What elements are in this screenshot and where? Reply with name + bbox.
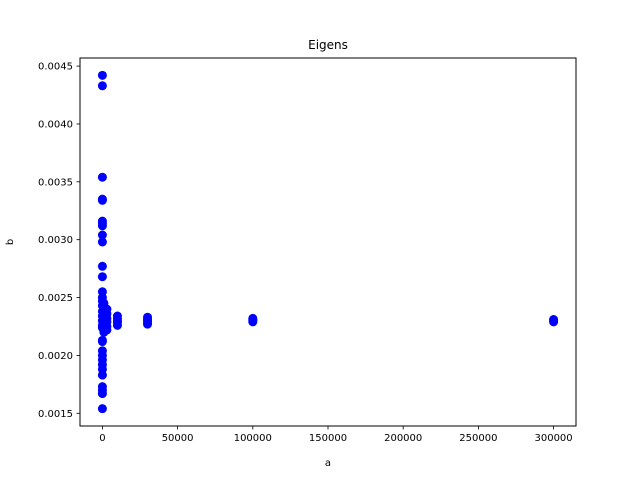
- data-point: [112, 320, 122, 330]
- x-axis-label: a: [325, 458, 331, 469]
- x-tick-label: 200000: [384, 433, 422, 444]
- y-axis-ticks: 0.0015 0.0020 0.0025 0.0030 0.0035 0.0040 0.00…: [38, 62, 80, 420]
- chart-title: Eigens: [308, 38, 348, 52]
- data-point: [97, 230, 107, 240]
- x-axis-ticks: 0 50000 100000 150000 200000 250000 300000: [99, 426, 573, 444]
- data-point: [102, 325, 112, 335]
- data-point: [97, 370, 107, 380]
- data-point: [97, 81, 107, 91]
- data-point: [549, 317, 559, 327]
- y-tick-label: 0.0030: [38, 235, 73, 246]
- y-tick-label: 0.0025: [38, 293, 73, 304]
- data-point: [97, 389, 107, 399]
- data-point: [97, 337, 107, 347]
- y-tick-label: 0.0020: [38, 351, 73, 362]
- data-point: [97, 272, 107, 282]
- data-point: [248, 317, 258, 327]
- data-point: [97, 195, 107, 205]
- data-points: [97, 70, 559, 414]
- data-point: [97, 404, 107, 414]
- y-axis-label: b: [5, 239, 16, 245]
- data-point: [97, 172, 107, 182]
- x-tick-label: 0: [99, 433, 105, 444]
- y-tick-label: 0.0035: [38, 177, 73, 188]
- x-tick-label: 150000: [309, 433, 347, 444]
- x-tick-label: 300000: [534, 433, 572, 444]
- data-point: [97, 221, 107, 231]
- x-tick-label: 100000: [234, 433, 272, 444]
- data-point: [97, 70, 107, 80]
- plot-frame: [79, 57, 577, 427]
- x-tick-label: 50000: [162, 433, 194, 444]
- data-point: [143, 319, 153, 329]
- y-tick-label: 0.0040: [38, 119, 73, 130]
- data-point: [97, 237, 107, 247]
- x-tick-label: 250000: [459, 433, 497, 444]
- data-point: [97, 261, 107, 271]
- y-tick-label: 0.0045: [38, 62, 73, 73]
- y-tick-label: 0.0015: [38, 409, 73, 420]
